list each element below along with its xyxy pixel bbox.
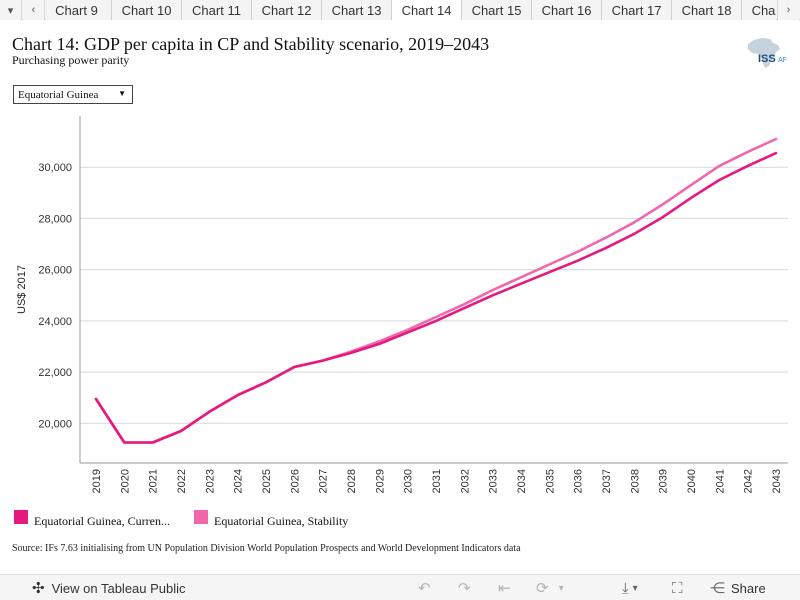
share-icon: ⋲ [710,580,725,597]
country-filter-dropdown[interactable]: Equatorial Guinea ▼ [13,85,133,104]
x-tick-label: 2021 [148,469,160,493]
tab-chart-17[interactable]: Chart 17 [602,0,672,20]
tab-list: Chart 9 Chart 10 Chart 11 Chart 12 Chart 13 C… [46,0,776,20]
legend-swatch-stability [194,510,208,524]
revert-icon: ⇤ [498,580,511,597]
dropdown-arrow-icon: ▼ [118,89,126,98]
country-filter-value: Equatorial Guinea [18,89,99,101]
x-tick-label: 2024 [233,469,245,493]
x-tick-label: 2034 [516,469,528,493]
chart-title: Chart 14: GDP per capita in CP and Stabi… [12,34,490,54]
x-tick-label: 2030 [403,469,415,493]
redo-button[interactable]: ↷ [458,575,471,600]
x-tick-label: 2035 [544,469,556,493]
tab-chart-19[interactable]: Chart 19 [742,0,776,20]
view-on-tableau-public-link[interactable]: ✣ View on Tableau Public [32,575,186,600]
legend-swatch-current-path [14,510,28,524]
chevron-right-icon: › [786,4,791,16]
download-chevron-down-icon: ▾ [632,582,638,594]
fullscreen-button[interactable]: ⛶ [672,575,683,600]
sheet-tab-bar: ▾ ‹ Chart 9 Chart 10 Chart 11 Chart 12 Chart… [0,0,800,20]
y-tick-label: 30,000 [38,162,72,174]
legend-label-current-path: Equatorial Guinea, Curren... [34,514,170,528]
logo-text: ISS [758,53,776,65]
x-tick-label: 2028 [346,469,358,493]
x-tick-label: 2036 [573,469,585,493]
fullscreen-icon: ⛶ [672,579,683,597]
x-tick-label: 2026 [289,469,301,493]
undo-button[interactable]: ↶ [418,575,431,600]
x-tick-label: 2038 [629,469,641,493]
download-button[interactable]: ⤓ ▾ [622,575,638,600]
view-on-tableau-label: View on Tableau Public [51,580,186,596]
legend-label-stability: Equatorial Guinea, Stability [214,514,349,528]
tab-menu-button[interactable]: ▾ [0,0,22,20]
refresh-icon: ⟳ [536,580,549,597]
tab-chart-13[interactable]: Chart 13 [322,0,392,20]
refresh-button[interactable]: ⟳ ▾ [536,575,564,600]
legend-item-stability[interactable]: Equatorial Guinea, Stability [194,508,372,528]
share-button[interactable]: ⋲ Share [710,575,766,600]
tab-chart-14[interactable]: Chart 14 [392,0,462,20]
y-tick-label: 22,000 [38,367,72,379]
chevron-down-icon: ▾ [7,4,14,17]
download-icon: ⤓ [622,579,629,597]
y-tick-label: 28,000 [38,213,72,225]
x-tick-label: 2037 [601,469,613,493]
share-label: Share [731,580,766,596]
x-tick-label: 2032 [459,469,471,493]
chevron-left-icon: ‹ [31,4,36,16]
x-tick-label: 2023 [204,469,216,493]
x-tick-label: 2022 [176,469,188,493]
chart-subtitle: Purchasing power parity [12,53,130,67]
gdp-line-chart: 20,000 22,000 24,000 26,000 28,000 30,000 US$ … [16,116,788,493]
tableau-toolbar: ✣ View on Tableau Public ↶ ↷ ⇤ ⟳ ▾ ⤓ ▾ ⛶… [0,574,800,600]
y-tick-label: 24,000 [38,316,72,328]
undo-icon: ↶ [418,580,431,597]
legend-item-current-path[interactable]: Equatorial Guinea, Curren... [14,508,192,528]
logo-suffix: AF [778,57,787,64]
tab-chart-18[interactable]: Chart 18 [672,0,742,20]
revert-button[interactable]: ⇤ [498,575,511,600]
tab-chart-15[interactable]: Chart 15 [462,0,532,20]
x-tick-label: 2039 [658,469,670,493]
refresh-chevron-down-icon: ▾ [558,582,564,594]
series-line-current-path [94,151,778,444]
y-tick-label: 26,000 [38,265,72,277]
tab-chart-10[interactable]: Chart 10 [112,0,182,20]
tab-scroll-left-button[interactable]: ‹ [23,0,45,20]
tab-scroll-right-button[interactable]: › [777,0,799,20]
x-tick-label: 2042 [743,469,755,493]
africa-map-icon [748,38,780,68]
x-tick-label: 2041 [714,469,726,493]
x-tick-label: 2019 [91,469,103,493]
x-tick-label: 2020 [119,469,131,493]
tab-chart-16[interactable]: Chart 16 [532,0,602,20]
y-axis-title: US$ 2017 [16,265,28,314]
x-tick-label: 2027 [318,469,330,493]
tableau-logo-icon: ✣ [32,580,45,597]
x-tick-label: 2025 [261,469,273,493]
x-tick-label: 2040 [686,469,698,493]
source-note: Source: IFs 7.63 initialising from UN Po… [12,543,521,554]
x-tick-label: 2031 [431,469,443,493]
series-line-stability [94,137,778,444]
iss-africa-logo: ISS AF [748,38,787,68]
x-tick-label: 2029 [374,469,386,493]
tab-chart-12[interactable]: Chart 12 [252,0,322,20]
x-tick-label: 2043 [771,469,783,493]
tab-chart-11[interactable]: Chart 11 [182,0,252,20]
x-tick-label: 2033 [488,469,500,493]
tab-chart-9[interactable]: Chart 9 [46,0,112,20]
y-tick-label: 20,000 [38,418,72,430]
redo-icon: ↷ [458,580,471,597]
